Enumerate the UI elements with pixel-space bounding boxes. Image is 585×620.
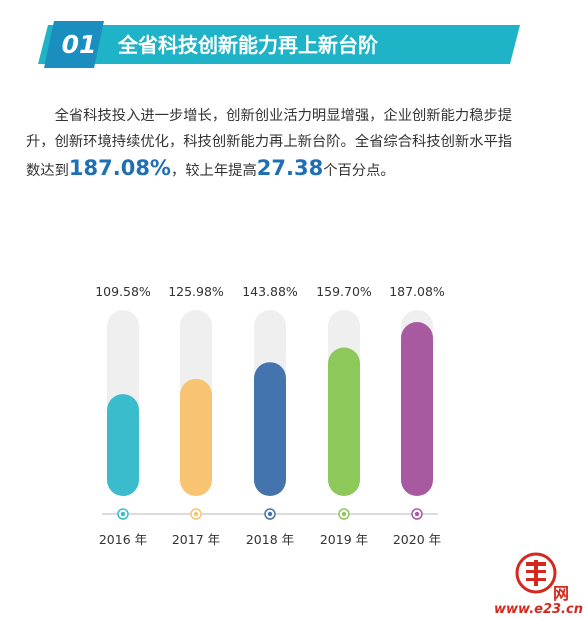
intro-highlight-increase: 27.38 (256, 156, 324, 180)
section-title: 全省科技创新能力再上新台阶 (118, 33, 378, 57)
intro-paragraph: 全省科技投入进一步增长，创新创业活力明显增强，企业创新能力稳步提升，创新环境持续… (26, 103, 526, 184)
x-tick-label: 2019 年 (320, 532, 368, 547)
section-banner: 01 全省科技创新能力再上新台阶 (20, 20, 520, 70)
axis-marker-dot (267, 511, 273, 517)
bar (107, 394, 139, 496)
site-url: www.e23.cn (494, 602, 583, 617)
bar (254, 362, 286, 496)
intro-highlight-index: 187.08% (68, 156, 171, 180)
bar-value-label: 109.58% (95, 284, 151, 299)
x-tick-label: 2020 年 (393, 532, 441, 547)
bar (401, 322, 433, 496)
bar-value-label: 187.08% (389, 284, 445, 299)
section-number: 01 (61, 30, 97, 59)
x-tick-label: 2018 年 (246, 532, 294, 547)
bar (180, 378, 212, 496)
axis-marker-dot (120, 511, 126, 517)
x-tick-label: 2016 年 (99, 532, 147, 547)
axis-marker-dot (341, 511, 347, 517)
bar-value-label: 125.98% (168, 284, 224, 299)
index-bar-chart: 109.58% 2016 年 125.98% 2017 年 143.88% 2018 年 1… (95, 284, 445, 547)
logo-wang-text: 网 (553, 584, 570, 603)
bar-value-label: 143.88% (242, 284, 298, 299)
banner-number-badge (44, 21, 104, 68)
intro-text-3: 个百分点。 (323, 163, 395, 179)
intro-text-2: ，较上年提高 (170, 163, 257, 179)
x-tick-label: 2017 年 (172, 532, 220, 547)
bar-value-label: 159.70% (316, 284, 372, 299)
axis-marker-dot (414, 511, 420, 517)
bar (328, 347, 360, 496)
e23-logo-icon (515, 552, 557, 594)
intro-text-1: 全省科技投入进一步增长，创新创业活力明显增强，企业创新能力稳步提升，创新环境持续… (26, 108, 513, 179)
banner-background (38, 21, 520, 68)
banner-bar (38, 25, 520, 64)
axis-marker-dot (193, 511, 199, 517)
